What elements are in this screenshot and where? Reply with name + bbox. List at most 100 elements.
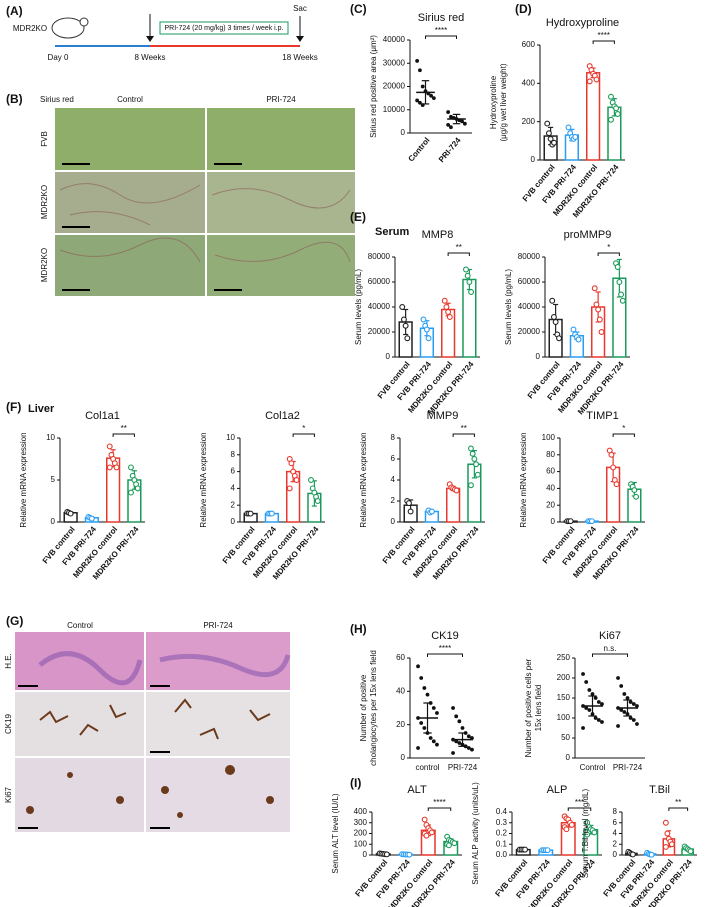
y-tick-label: 80000 <box>368 252 391 261</box>
y-tick-label: 60000 <box>368 277 391 286</box>
y-axis-label: Sirius red positive area (μm²) <box>369 35 378 138</box>
significance-bracket <box>452 433 475 437</box>
chart: TIMP1 0 20 40 60 80 100 Relative mRNA expressio… <box>519 410 645 581</box>
data-point <box>581 704 585 708</box>
data-point <box>404 335 411 342</box>
data-point <box>400 316 407 323</box>
data-point <box>286 485 293 492</box>
y-tick-label: 0.0 <box>496 850 508 859</box>
bar <box>586 72 601 161</box>
chart: Sirius red 0 10000 20000 30000 40000 Sirius re… <box>369 12 472 164</box>
data-point <box>662 819 669 826</box>
strain: MDR2KO <box>13 24 47 33</box>
y-tick-label: 20000 <box>368 327 391 336</box>
chart: proMMP9 0 20000 40000 60000 80000 Serum levels… <box>504 229 630 416</box>
data-point <box>429 93 433 98</box>
y-tick-label: 0 <box>51 517 56 526</box>
column-label: Control <box>117 95 143 104</box>
y-tick-label: 50 <box>561 733 570 742</box>
data-point <box>549 297 556 304</box>
chart: MMP8 0 20000 40000 60000 80000 Serum levels (p… <box>354 229 480 416</box>
data-point <box>593 76 600 83</box>
data-point <box>544 847 551 854</box>
column-label: Control <box>67 621 93 630</box>
data-point <box>586 78 593 85</box>
significance-label: **** <box>435 26 447 35</box>
data-point <box>425 335 432 342</box>
y-tick-label: 40000 <box>518 302 541 311</box>
data-point <box>608 93 614 100</box>
data-point <box>469 450 476 457</box>
scale-bars <box>18 685 170 829</box>
y-tick-label: 6 <box>391 454 396 463</box>
data-point <box>431 739 436 744</box>
data-point <box>460 742 465 747</box>
data-point <box>402 322 409 329</box>
y-tick-label: 0 <box>551 517 556 526</box>
data-point <box>423 832 430 839</box>
data-point <box>466 734 471 739</box>
significance-bracket <box>427 653 463 657</box>
data-point <box>419 676 424 680</box>
y-tick-label: 4 <box>391 475 396 484</box>
scale-bars <box>62 163 242 291</box>
chart: CK19 0 20 40 60 Number of positive cholangiocy… <box>359 630 480 772</box>
data-point <box>268 510 275 517</box>
data-point <box>590 692 595 696</box>
data-point <box>415 59 420 63</box>
data-point <box>595 306 602 313</box>
y-tick-label: 10000 <box>383 105 406 114</box>
section-label: Liver <box>28 403 55 415</box>
data-point <box>446 842 452 849</box>
data-point <box>405 500 412 507</box>
row-label: H.E. <box>4 653 13 669</box>
row-label: MDR2KO <box>40 185 49 219</box>
data-point <box>551 139 557 146</box>
data-point <box>635 722 639 726</box>
data-point <box>625 712 630 716</box>
data-point <box>628 700 633 704</box>
data-point <box>418 100 422 105</box>
chart-title: ALT <box>407 784 427 796</box>
y-tick-label: 100 <box>542 433 556 442</box>
y-tick-label: 150 <box>557 693 571 702</box>
y-tick-label: 0.4 <box>496 807 508 816</box>
significance-bracket <box>427 807 452 811</box>
y-tick-label: 20000 <box>383 82 406 91</box>
data-point <box>584 706 589 710</box>
data-point <box>383 851 390 858</box>
data-point <box>593 716 598 720</box>
y-tick-label: 0.2 <box>496 829 508 838</box>
significance-bracket <box>447 252 470 256</box>
data-point <box>445 309 452 315</box>
data-point <box>407 508 414 515</box>
y-tick-label: 400 <box>522 78 536 87</box>
row-label: FVB <box>40 131 49 147</box>
data-point <box>418 68 422 73</box>
histology-micrographs: Control PRI-724 H.E. CK19 Ki67 <box>4 621 291 832</box>
data-point <box>662 843 669 850</box>
micrograph <box>146 692 290 756</box>
data-point <box>608 116 614 123</box>
y-tick-label: 40000 <box>383 35 406 44</box>
chart-title: Hydroxyproline <box>546 17 619 29</box>
data-point <box>565 124 572 131</box>
data-point <box>462 121 467 126</box>
y-tick-label: 2 <box>231 500 236 509</box>
y-tick-label: 6 <box>613 818 618 827</box>
chart-title: ALP <box>547 784 568 796</box>
x-tick-label: PRI-724 <box>448 763 478 772</box>
row-label: MDR2KO <box>40 248 49 282</box>
data-point <box>596 700 601 704</box>
data-point <box>575 336 582 343</box>
y-tick-label: 60 <box>546 467 555 476</box>
chart-title: Col1a2 <box>265 410 300 422</box>
timeline-tick: 8 Weeks <box>135 53 166 62</box>
data-point <box>613 105 620 112</box>
data-point <box>590 712 595 716</box>
data-point <box>460 726 465 730</box>
ck19-stain <box>39 698 271 740</box>
data-point <box>420 316 427 323</box>
